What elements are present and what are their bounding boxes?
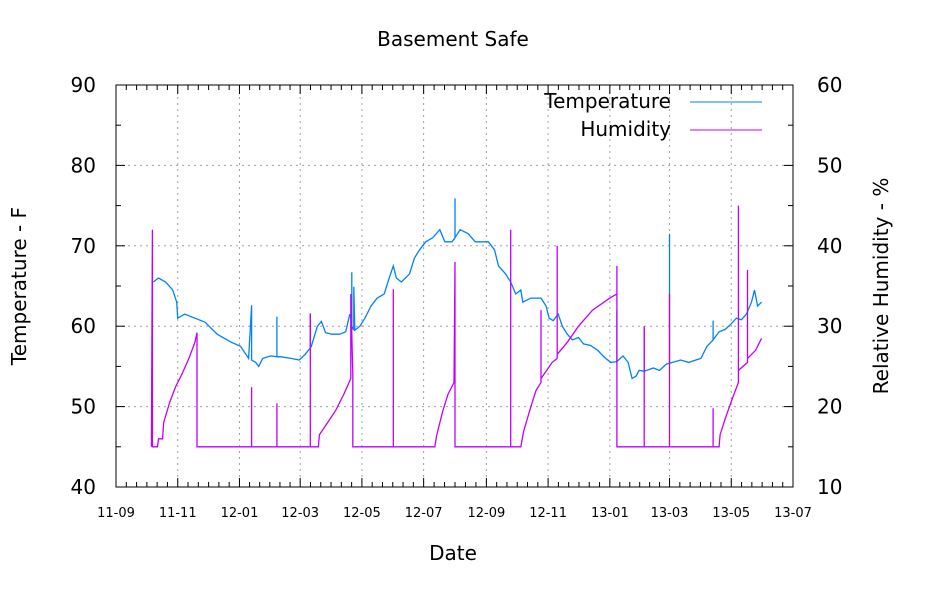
x-tick-label: 12-11	[529, 506, 567, 521]
y2-tick-label: 50	[817, 153, 842, 177]
x-tick-label: 12-01	[221, 506, 259, 521]
chart-title: Basement Safe	[377, 27, 529, 51]
legend: Temperature Humidity	[543, 89, 762, 141]
y2-tick-labels: 10 20 30 40 50 60	[817, 73, 842, 499]
x-tick-label: 12-03	[281, 506, 319, 521]
x-tick-label: 12-05	[343, 506, 381, 521]
legend-label-temperature: Temperature	[543, 89, 671, 113]
x-tick-label: 12-07	[405, 506, 443, 521]
y-tick-labels: 40 50 60 70 80 90	[71, 73, 96, 499]
x-tick-label: 11-09	[97, 506, 135, 521]
y-tick-label: 80	[71, 153, 96, 177]
grid	[116, 85, 793, 487]
y2-tick-label: 60	[817, 73, 842, 97]
y-tick-label: 40	[71, 475, 96, 499]
y-tick-label: 70	[71, 234, 96, 258]
x-tick-label: 13-01	[591, 506, 629, 521]
y-tick-label: 60	[71, 314, 96, 338]
series-layer	[150, 198, 763, 448]
x-axis-label: Date	[429, 541, 477, 565]
legend-label-humidity: Humidity	[580, 117, 671, 141]
y2-tick-label: 30	[817, 314, 842, 338]
ticks	[115, 84, 794, 488]
x-tick-label: 13-05	[712, 506, 750, 521]
x-tick-labels: 11-09 11-11 12-01 12-03 12-05 12-07 12-09 12-11…	[97, 506, 812, 521]
y2-tick-label: 40	[817, 234, 842, 258]
y2-axis-label: Relative Humidity - %	[869, 178, 893, 395]
y2-tick-label: 10	[817, 475, 842, 499]
y-axis-label: Temperature - F	[7, 207, 31, 366]
series-line-temperature	[152, 198, 763, 380]
y-tick-label: 90	[71, 73, 96, 97]
x-tick-label: 11-11	[159, 506, 197, 521]
x-tick-label: 12-09	[467, 506, 505, 521]
y2-tick-label: 20	[817, 395, 842, 419]
x-tick-label: 13-03	[651, 506, 689, 521]
x-tick-label: 13-07	[774, 506, 812, 521]
y-tick-label: 50	[71, 395, 96, 419]
series-line-humidity	[150, 205, 763, 448]
